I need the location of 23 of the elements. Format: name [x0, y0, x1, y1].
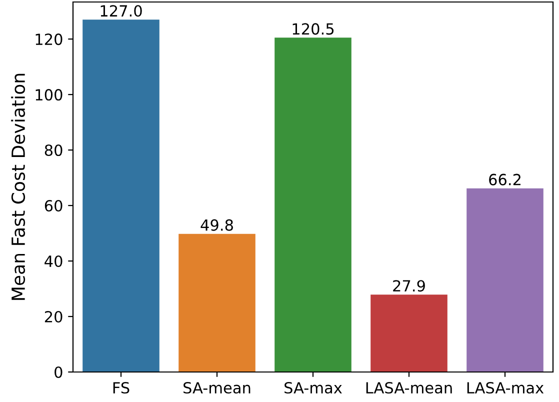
y-tick-label: 20	[44, 310, 62, 323]
x-tick-label: SA-mean	[184, 382, 250, 394]
bar	[274, 38, 352, 372]
data-label: 66.2	[489, 174, 520, 186]
bar	[466, 188, 544, 372]
y-axis-title: Mean Fast Cost Deviation	[11, 74, 26, 300]
data-label: 120.5	[292, 23, 334, 35]
y-tick-label: 60	[44, 200, 62, 212]
y-tick-label: 100	[36, 89, 62, 101]
y-tick-label: 0	[54, 366, 62, 378]
data-label: 49.8	[200, 219, 233, 231]
y-tick-label: 40	[44, 255, 62, 268]
data-label: 27.9	[393, 280, 425, 292]
bar	[82, 20, 160, 372]
y-tick-label: 120	[36, 34, 62, 46]
x-tick-label: LASA-mean	[366, 382, 452, 394]
bar	[178, 234, 256, 372]
bar	[370, 294, 448, 372]
y-tick-label: 80	[44, 144, 62, 156]
x-tick-label: FS	[113, 382, 130, 394]
data-label: 127.0	[100, 5, 142, 17]
x-tick-label: SA-max	[284, 382, 342, 394]
x-tick-label: LASA-max	[467, 382, 544, 394]
